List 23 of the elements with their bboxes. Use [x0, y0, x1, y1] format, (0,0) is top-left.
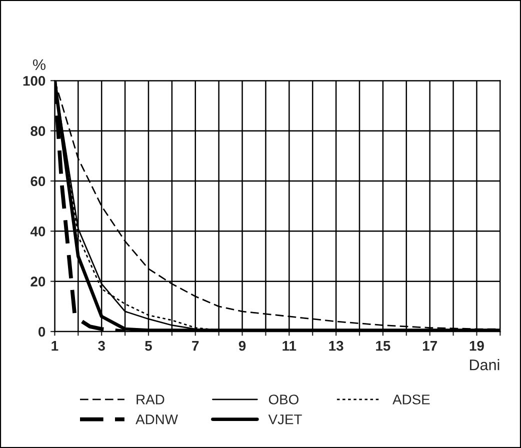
x-tick-label: 11	[282, 341, 296, 351]
y-tick-label: 40	[30, 226, 46, 236]
x-tick-label: 13	[329, 340, 344, 351]
x-tick-label: 17	[422, 341, 437, 351]
legend-label: RAD	[136, 394, 164, 404]
legend-label: ADSE	[392, 394, 430, 404]
x-tick-label: 5	[145, 341, 152, 351]
x-axis-title: Dani	[470, 359, 500, 370]
legend-label: VJET	[268, 414, 302, 424]
y-tick-label: 60	[30, 176, 46, 186]
y-tick-label: 80	[30, 126, 46, 136]
x-tick-label: 15	[376, 341, 390, 351]
x-tick-label: 9	[238, 340, 246, 351]
y-tick-label: 100	[23, 76, 46, 86]
y-tick-label: 0	[38, 326, 46, 337]
x-tick-label: 19	[470, 340, 484, 351]
x-tick-label: 1	[52, 341, 58, 351]
legend-label: OBO	[268, 394, 298, 404]
y-tick-label: 20	[30, 276, 46, 287]
legend-label: ADNW	[136, 414, 178, 424]
y-axis-title: %	[32, 59, 46, 70]
x-tick-label: 3	[98, 340, 105, 351]
x-tick-label: 7	[192, 341, 199, 351]
